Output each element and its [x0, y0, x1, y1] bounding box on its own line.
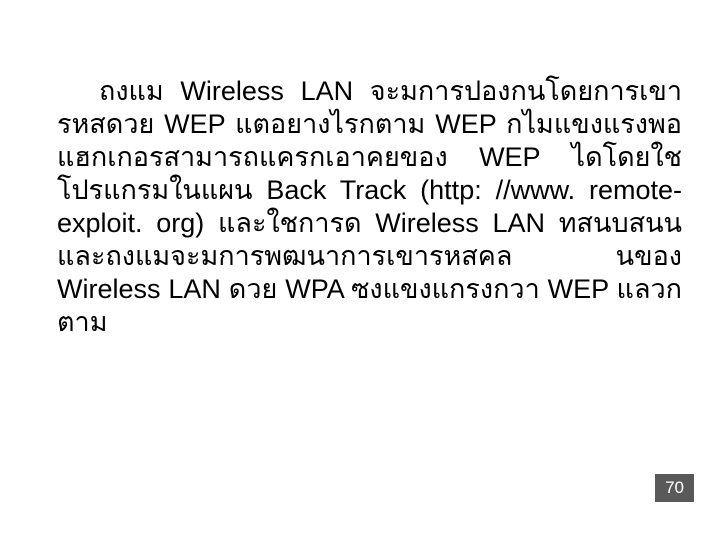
body-text: ถงแม Wireless LAN จะมการปองกนโดยการเขารห…: [57, 75, 682, 339]
slide: ถงแม Wireless LAN จะมการปองกนโดยการเขารห…: [0, 0, 720, 540]
page-number-badge: 70: [655, 474, 694, 502]
body-text-content: ถงแม Wireless LAN จะมการปองกนโดยการเขารห…: [57, 76, 682, 337]
page-number-value: 70: [665, 478, 684, 497]
